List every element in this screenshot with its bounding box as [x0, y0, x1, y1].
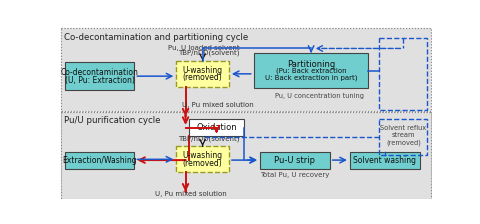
Bar: [176, 61, 229, 87]
Bar: [61, 112, 431, 199]
Text: Extraction/Washing: Extraction/Washing: [62, 156, 137, 165]
Text: (U, Pu: Extraction): (U, Pu: Extraction): [65, 75, 134, 84]
Bar: [61, 28, 431, 111]
Text: Oxidation: Oxidation: [196, 123, 237, 132]
Bar: [260, 152, 330, 169]
Bar: [65, 62, 134, 90]
Text: Co-decontamination: Co-decontamination: [60, 68, 138, 77]
Text: U: Back extraction in part): U: Back extraction in part): [265, 75, 357, 81]
Text: U, Pu mixed solution: U, Pu mixed solution: [182, 101, 254, 108]
Bar: [176, 146, 229, 172]
Bar: [189, 119, 244, 136]
Text: Solvent washing: Solvent washing: [353, 156, 416, 165]
Text: TBP/nDD(solvent): TBP/nDD(solvent): [178, 50, 240, 56]
Bar: [65, 152, 134, 169]
Text: (removed): (removed): [183, 159, 222, 168]
Bar: [254, 53, 369, 88]
Text: U-washing: U-washing: [182, 65, 223, 75]
Bar: [379, 119, 427, 155]
Bar: [379, 38, 427, 110]
Text: Pu, U loaded solvent: Pu, U loaded solvent: [168, 45, 239, 51]
Text: Partitioning: Partitioning: [287, 60, 335, 69]
Text: Pu, U concentration tuning: Pu, U concentration tuning: [275, 93, 364, 99]
Bar: [350, 152, 420, 169]
Text: (removed): (removed): [183, 73, 222, 82]
Text: Pu/U purification cycle: Pu/U purification cycle: [64, 116, 160, 125]
Text: TBP/nDD(solvent): TBP/nDD(solvent): [178, 136, 240, 142]
Text: (Pu: Back extraction: (Pu: Back extraction: [276, 68, 347, 74]
Text: Solvent reflux
stream
(removed): Solvent reflux stream (removed): [380, 125, 426, 146]
Text: Co-decontamination and partitioning cycle: Co-decontamination and partitioning cycl…: [64, 33, 248, 42]
Text: Pu-U strip: Pu-U strip: [275, 156, 315, 165]
Text: U, Pu mixed solution: U, Pu mixed solution: [155, 191, 226, 197]
Text: Total Pu, U recovery: Total Pu, U recovery: [260, 172, 329, 178]
Text: U-washing: U-washing: [182, 151, 223, 160]
